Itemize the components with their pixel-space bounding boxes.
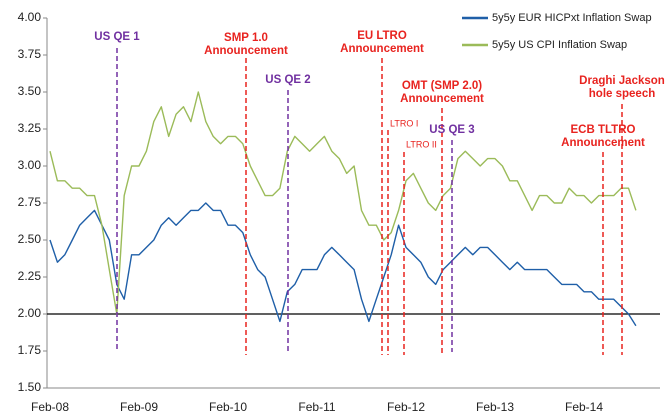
event-label: Announcement (204, 45, 288, 57)
y-tick-label: 2.50 (18, 232, 42, 246)
event-label: Announcement (561, 137, 645, 149)
y-tick-label: 2.75 (18, 195, 42, 209)
series-line (49, 202, 637, 327)
y-tick-label: 2.25 (18, 269, 42, 283)
series-line (49, 91, 637, 315)
event-label: SMP 1.0 (224, 32, 268, 44)
event-label: EU LTRO (357, 30, 407, 42)
legend-label: 5y5y EUR HICPxt Inflation Swap (492, 12, 652, 24)
x-tick-label: Feb-10 (209, 400, 247, 414)
event-label: US QE 3 (429, 124, 474, 136)
x-tick-label: Feb-08 (31, 400, 69, 414)
event-label: OMT (SMP 2.0) (402, 80, 482, 92)
y-tick-label: 1.50 (18, 380, 42, 394)
event-label: LTRO I (390, 118, 418, 128)
y-tick-label: 2.00 (18, 306, 42, 320)
y-tick-label: 1.75 (18, 343, 42, 357)
event-label: US QE 1 (94, 31, 140, 43)
y-tick-label: 4.00 (18, 10, 42, 24)
y-tick-label: 3.50 (18, 84, 42, 98)
x-tick-label: Feb-14 (565, 400, 603, 414)
x-tick-label: Feb-13 (476, 400, 514, 414)
y-tick-label: 3.25 (18, 121, 42, 135)
event-label: US QE 2 (265, 74, 310, 86)
event-label: Draghi Jackson (579, 75, 665, 87)
y-tick-label: 3.75 (18, 47, 42, 61)
y-tick-label: 3.00 (18, 158, 42, 172)
event-label: ECB TLTRO (571, 124, 636, 136)
event-label: Announcement (400, 93, 484, 105)
event-label: hole speech (589, 88, 655, 100)
legend-label: 5y5y US CPI Inflation Swap (492, 39, 627, 51)
x-tick-label: Feb-12 (387, 400, 425, 414)
event-label: Announcement (340, 43, 424, 55)
event-label: LTRO II (406, 139, 437, 149)
x-tick-label: Feb-09 (120, 400, 158, 414)
x-tick-label: Feb-11 (298, 400, 335, 414)
